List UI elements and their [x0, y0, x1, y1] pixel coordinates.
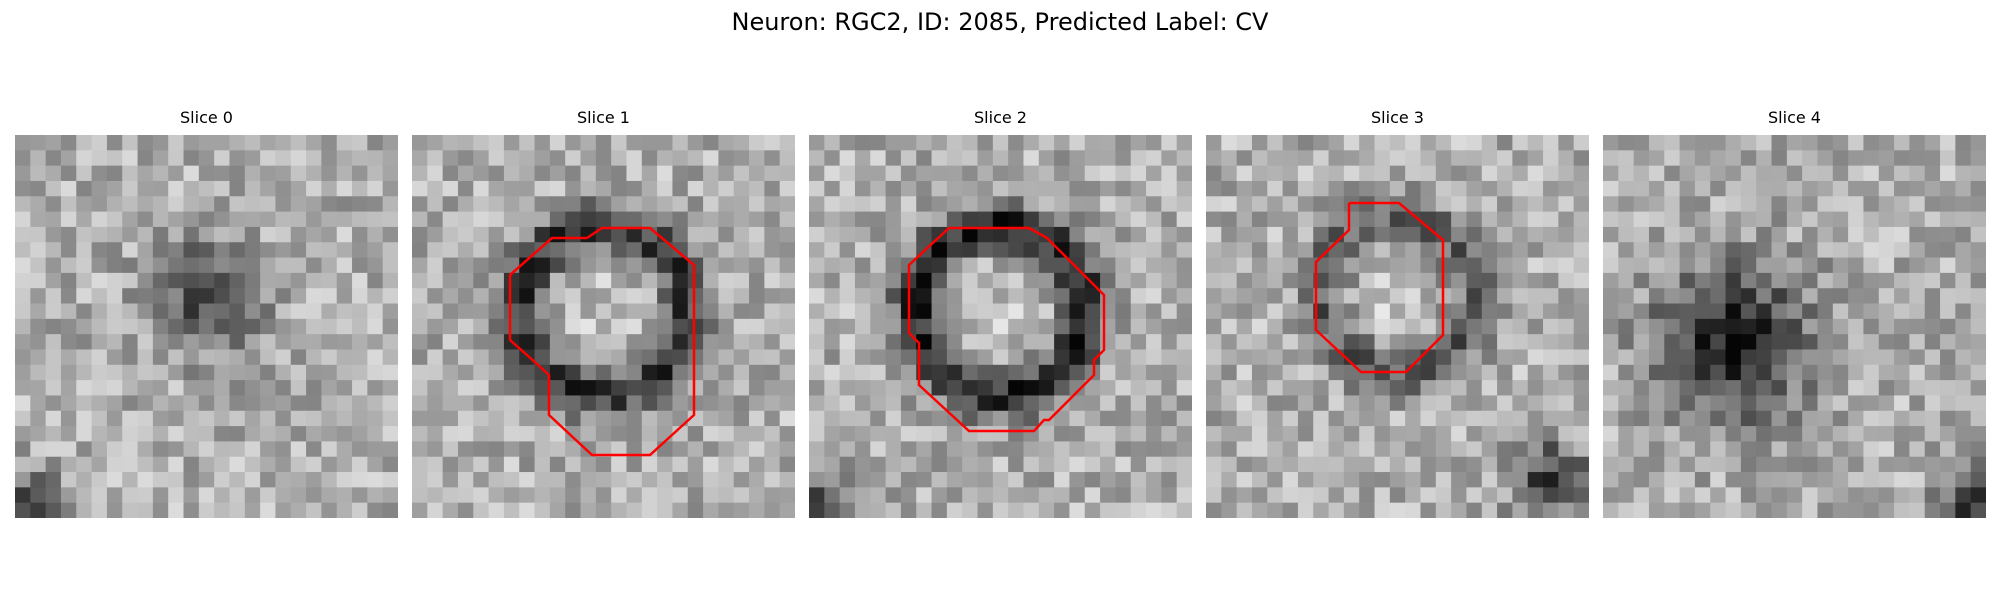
- slice-title: Slice 3: [1371, 108, 1424, 127]
- slice-image-4: [1603, 135, 1986, 518]
- neuron-contour: [508, 226, 696, 457]
- slice-title: Slice 4: [1768, 108, 1821, 127]
- slice-image-2: [809, 135, 1192, 518]
- slice-title: Slice 0: [180, 108, 233, 127]
- grayscale-pixel-grid: [15, 135, 398, 518]
- grayscale-pixel-grid: [1206, 135, 1589, 518]
- neuron-contour: [907, 226, 1106, 433]
- slice-image-0: [15, 135, 398, 518]
- neuron-contour: [1314, 201, 1445, 374]
- grayscale-pixel-grid: [412, 135, 795, 518]
- slice-image-3: [1206, 135, 1589, 518]
- slice-title: Slice 2: [974, 108, 1027, 127]
- slice-title: Slice 1: [577, 108, 630, 127]
- grayscale-pixel-grid: [1603, 135, 1986, 518]
- figure-title: Neuron: RGC2, ID: 2085, Predicted Label:…: [731, 8, 1269, 36]
- grayscale-pixel-grid: [809, 135, 1192, 518]
- slice-image-1: [412, 135, 795, 518]
